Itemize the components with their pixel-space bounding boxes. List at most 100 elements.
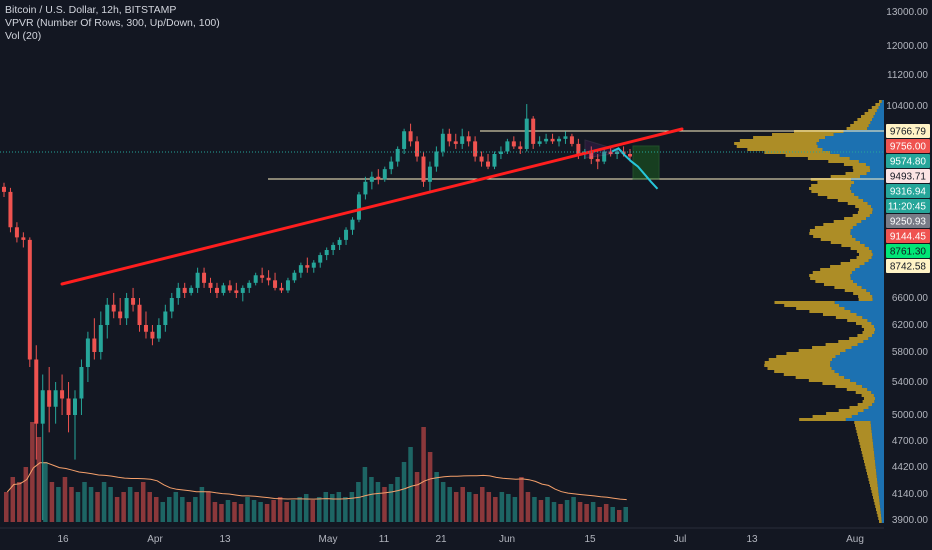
candle-body[interactable] — [324, 250, 329, 256]
trendline[interactable] — [60, 127, 684, 286]
candle-body[interactable] — [415, 141, 420, 157]
candle-body[interactable] — [563, 136, 568, 139]
candle-body[interactable] — [524, 118, 529, 149]
candle-body[interactable] — [227, 285, 232, 291]
candle-body[interactable] — [253, 275, 258, 283]
candle-body[interactable] — [363, 181, 368, 195]
candle-body[interactable] — [440, 133, 445, 152]
candle-body[interactable] — [298, 265, 303, 273]
candle-body[interactable] — [421, 156, 426, 182]
candle-body[interactable] — [498, 151, 503, 154]
candle-body[interactable] — [40, 390, 45, 424]
candle-body[interactable] — [569, 136, 574, 144]
candle-body[interactable] — [608, 151, 613, 154]
candle-body[interactable] — [8, 191, 13, 228]
candle-body[interactable] — [66, 398, 71, 416]
candle-body[interactable] — [589, 151, 594, 160]
candle-body[interactable] — [595, 159, 600, 162]
candle-body[interactable] — [111, 304, 116, 312]
candle-body[interactable] — [53, 390, 58, 407]
indicator-vpvr[interactable]: VPVR (Number Of Rows, 300, Up/Down, 100) — [5, 17, 220, 29]
candle-body[interactable] — [221, 285, 226, 293]
candle-body[interactable] — [311, 262, 316, 268]
candle-body[interactable] — [195, 272, 200, 288]
candle-body[interactable] — [434, 151, 439, 167]
candle-body[interactable] — [60, 390, 65, 399]
candle-body[interactable] — [615, 151, 620, 154]
candle-body[interactable] — [505, 141, 510, 152]
candle-body[interactable] — [389, 161, 394, 170]
forecast-path[interactable] — [611, 147, 659, 190]
indicator-volume[interactable]: Vol (20) — [5, 30, 42, 42]
candle-body[interactable] — [150, 331, 155, 339]
candle-body[interactable] — [234, 290, 239, 293]
candle-body[interactable] — [143, 325, 148, 332]
candle-body[interactable] — [163, 311, 168, 326]
candle-body[interactable] — [240, 287, 245, 293]
candle-body[interactable] — [369, 176, 374, 182]
candle-body[interactable] — [511, 141, 516, 147]
candle-body[interactable] — [156, 325, 161, 339]
candle-body[interactable] — [557, 138, 562, 142]
candle-body[interactable] — [305, 265, 310, 268]
candle-body[interactable] — [47, 390, 52, 407]
candle-body[interactable] — [124, 298, 129, 319]
candle-body[interactable] — [408, 131, 413, 142]
candle-body[interactable] — [169, 298, 174, 312]
candle-body[interactable] — [85, 338, 90, 368]
candle-body[interactable] — [492, 154, 497, 167]
candles[interactable] — [2, 104, 632, 520]
candle-body[interactable] — [460, 136, 465, 144]
candle-body[interactable] — [92, 338, 97, 353]
candle-body[interactable] — [21, 237, 26, 240]
candle-body[interactable] — [376, 176, 381, 180]
candle-body[interactable] — [27, 239, 32, 360]
candle-body[interactable] — [447, 133, 452, 142]
candle-body[interactable] — [292, 272, 297, 281]
candle-body[interactable] — [576, 143, 581, 154]
time-axis[interactable]: 16 Apr 13 May 11 21 Jun 15 Jul 13 Aug — [0, 527, 884, 545]
candle-body[interactable] — [486, 161, 491, 167]
candle-body[interactable] — [189, 287, 194, 293]
symbol-title[interactable]: Bitcoin / U.S. Dollar, 12h, BITSTAMP — [5, 4, 177, 16]
candle-body[interactable] — [337, 239, 342, 245]
candle-body[interactable] — [331, 244, 336, 250]
candle-body[interactable] — [453, 141, 458, 144]
candle-body[interactable] — [214, 287, 219, 293]
candle-body[interactable] — [14, 227, 19, 238]
candle-body[interactable] — [602, 151, 607, 162]
candle-body[interactable] — [531, 118, 536, 144]
candle-body[interactable] — [137, 304, 142, 325]
candle-body[interactable] — [395, 148, 400, 162]
candle-body[interactable] — [176, 287, 181, 298]
candle-body[interactable] — [279, 287, 284, 291]
candle-body[interactable] — [427, 166, 432, 182]
candle-body[interactable] — [537, 141, 542, 144]
candle-body[interactable] — [466, 136, 471, 142]
candle-body[interactable] — [544, 138, 549, 142]
candle-body[interactable] — [247, 282, 252, 288]
candle-body[interactable] — [79, 367, 84, 399]
candle-body[interactable] — [266, 277, 271, 281]
candle-body[interactable] — [382, 169, 387, 180]
candle-body[interactable] — [98, 325, 103, 352]
candle-body[interactable] — [344, 229, 349, 240]
candle-body[interactable] — [202, 272, 207, 283]
candle-body[interactable] — [356, 194, 361, 220]
candle-body[interactable] — [208, 282, 213, 288]
candle-body[interactable] — [550, 138, 555, 142]
candle-body[interactable] — [518, 146, 523, 149]
candle-body[interactable] — [260, 275, 265, 278]
target-zone[interactable] — [632, 145, 660, 180]
candle-body[interactable] — [285, 280, 290, 291]
candle-body[interactable] — [628, 154, 632, 157]
candle-body[interactable] — [273, 280, 278, 288]
candle-body[interactable] — [350, 219, 355, 230]
candle-body[interactable] — [131, 298, 136, 305]
candle-body[interactable] — [318, 255, 323, 263]
candle-body[interactable] — [2, 186, 6, 192]
candle-body[interactable] — [479, 156, 484, 162]
candle-body[interactable] — [72, 398, 77, 416]
candle-body[interactable] — [182, 287, 187, 293]
